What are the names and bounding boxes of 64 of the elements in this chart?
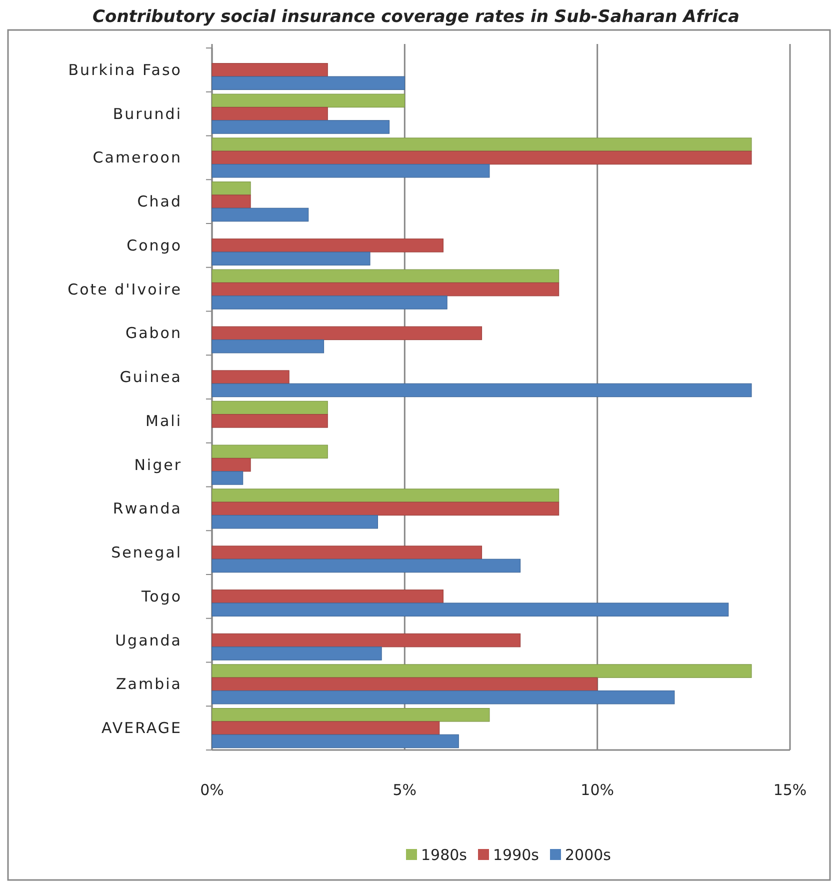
bar <box>212 120 390 134</box>
y-tick-label: Senegal <box>111 544 182 562</box>
y-tick-label: AVERAGE <box>102 719 182 738</box>
bar <box>212 383 752 398</box>
bar <box>212 690 675 704</box>
y-tick-label: Burundi <box>112 104 182 123</box>
bar <box>212 326 482 340</box>
y-tick-label: Gabon <box>125 324 182 342</box>
chart-title: Contributory social insurance coverage rates in Sub-Saharan Africa <box>92 7 740 27</box>
bar <box>212 708 490 722</box>
y-tick-label: Togo <box>140 587 182 606</box>
y-tick-label: Cameroon <box>92 148 182 167</box>
bar <box>212 514 378 529</box>
y-tick-label: Uganda <box>115 631 182 650</box>
bar <box>212 164 490 178</box>
bar <box>212 138 752 152</box>
bar <box>212 106 328 121</box>
y-tick-label: Burkina Faso <box>68 60 182 79</box>
bar <box>212 444 328 459</box>
bar <box>212 471 244 485</box>
bar <box>212 721 440 735</box>
legend-label: 2000s <box>565 846 612 864</box>
bar <box>212 252 370 266</box>
y-tick-label: Cote d'Ivoire <box>68 280 182 298</box>
y-tick-label: Mali <box>146 412 182 430</box>
bar <box>212 182 251 196</box>
x-tick-label: 10% <box>580 781 614 799</box>
bar <box>212 63 328 77</box>
bar <box>212 282 560 296</box>
bar <box>212 664 752 678</box>
bar <box>212 633 521 648</box>
bar <box>212 269 560 284</box>
bar <box>212 734 459 748</box>
bar <box>212 370 290 384</box>
bar <box>212 400 328 415</box>
bar <box>212 590 444 604</box>
bar <box>212 339 324 354</box>
bar <box>212 296 448 310</box>
bar <box>212 502 560 516</box>
bar <box>212 76 405 90</box>
y-tick-label: Rwanda <box>112 500 182 518</box>
y-tick-label: Niger <box>134 456 182 474</box>
bar <box>212 488 560 502</box>
bar <box>212 94 405 108</box>
x-tick-label: 15% <box>773 781 807 799</box>
bar <box>212 558 521 573</box>
bar <box>212 646 382 660</box>
bar <box>212 238 444 252</box>
bar <box>212 602 729 616</box>
y-tick-label: Congo <box>126 236 182 254</box>
legend-label: 1990s <box>493 846 540 864</box>
y-tick-label: Zambia <box>116 675 182 694</box>
x-tick-label: 5% <box>392 781 417 799</box>
bar <box>212 546 482 560</box>
bar <box>212 414 328 428</box>
x-tick-label: 0% <box>200 781 224 799</box>
bar <box>212 208 309 222</box>
bar <box>212 677 598 692</box>
bar <box>212 194 251 208</box>
bar <box>212 150 752 165</box>
legend-label: 1980s <box>421 846 468 864</box>
y-tick-label: Chad <box>137 192 182 211</box>
bar <box>212 458 251 472</box>
y-tick-label: Guinea <box>120 368 182 386</box>
